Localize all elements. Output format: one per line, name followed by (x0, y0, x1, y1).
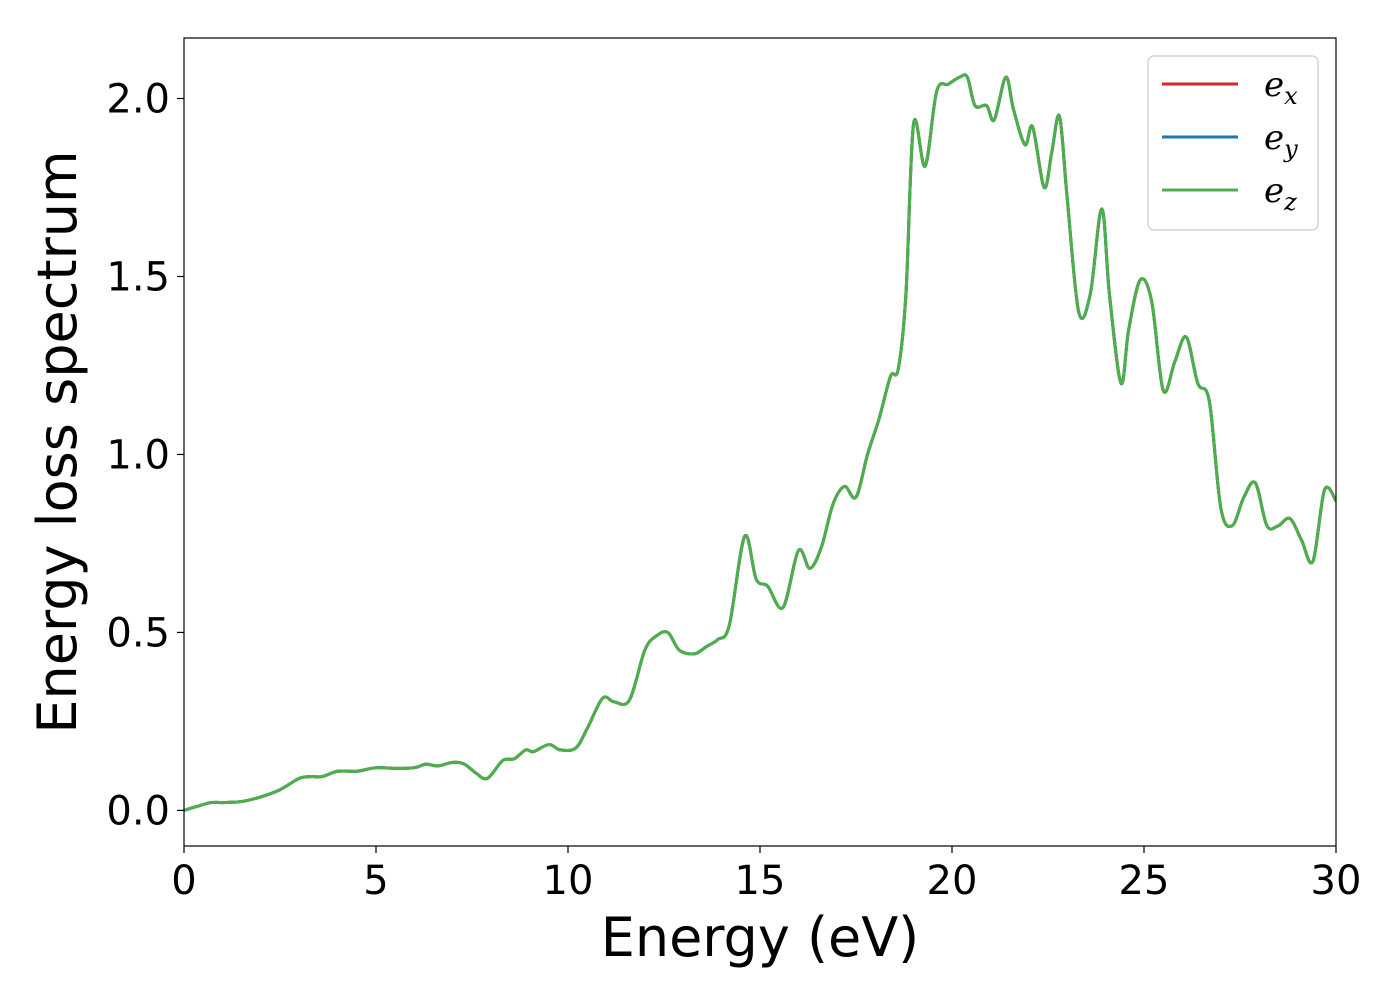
x-tick-label: 15 (735, 858, 786, 904)
legend-label-base: e (1264, 171, 1284, 211)
legend-label-ex: ex (1264, 65, 1298, 110)
series-line-ez (184, 73, 1336, 812)
x-axis-ticks: 0 5 10 15 20 25 30 (171, 846, 1361, 904)
y-tick-label: 1.0 (106, 432, 170, 478)
legend-label-subscript: x (1284, 82, 1298, 110)
x-tick-label: 30 (1311, 858, 1362, 904)
x-tick-label: 10 (543, 858, 594, 904)
x-axis-title: Energy (eV) (601, 906, 920, 969)
plot-lines (184, 73, 1336, 812)
x-tick-label: 25 (1119, 858, 1170, 904)
legend-label-subscript: y (1283, 135, 1298, 163)
legend-label-subscript: z (1283, 188, 1297, 216)
y-axis-title: Energy loss spectrum (26, 150, 89, 733)
legend-box (1147, 55, 1319, 231)
y-tick-label: 0.5 (106, 610, 170, 656)
legend-label-base: e (1264, 118, 1284, 158)
y-axis-ticks: 0.0 0.5 1.0 1.5 2.0 (106, 77, 184, 834)
legend-label-base: e (1264, 65, 1284, 105)
y-tick-label: 1.5 (106, 254, 170, 300)
legend-label-ez: ez (1264, 171, 1297, 216)
legend-label-ey: ey (1264, 118, 1298, 163)
y-tick-label: 2.0 (106, 77, 170, 123)
x-tick-label: 20 (927, 858, 978, 904)
x-tick-label: 5 (363, 858, 388, 904)
y-tick-label: 0.0 (106, 788, 170, 834)
x-tick-label: 0 (171, 858, 196, 904)
